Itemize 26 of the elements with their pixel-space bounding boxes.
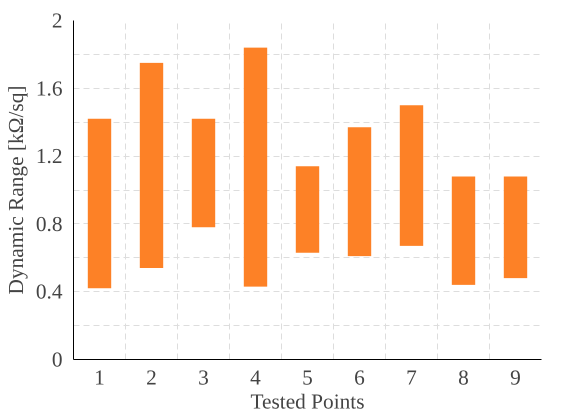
x-tick-label: 9	[510, 366, 521, 390]
bar	[88, 118, 112, 288]
x-tick-label: 7	[406, 366, 418, 390]
y-tick-label: 0	[52, 348, 63, 372]
bar	[192, 118, 216, 228]
y-axis-title: Dynamic Range [kΩ/sq]	[4, 86, 28, 294]
x-tick-label: 1	[94, 366, 105, 390]
x-tick-label: 6	[354, 366, 366, 390]
bar	[244, 48, 268, 287]
bar	[452, 176, 476, 285]
x-tick-label: 4	[250, 366, 262, 390]
bar	[504, 176, 528, 278]
y-tick-label: 0.8	[36, 212, 63, 236]
x-tick-label: 5	[302, 366, 313, 390]
y-tick-label: 1.6	[36, 76, 63, 100]
bar	[400, 105, 424, 246]
y-tick-label: 1.2	[36, 144, 63, 168]
y-tick-label: 0.4	[36, 280, 63, 304]
x-tick-label: 8	[458, 366, 469, 390]
x-axis-title: Tested Points	[250, 390, 365, 414]
bar	[140, 62, 164, 268]
bar	[348, 127, 372, 256]
y-tick-label: 2	[52, 8, 63, 32]
x-tick-label: 2	[146, 366, 157, 390]
x-tick-label: 3	[198, 366, 209, 390]
bar	[296, 166, 320, 253]
